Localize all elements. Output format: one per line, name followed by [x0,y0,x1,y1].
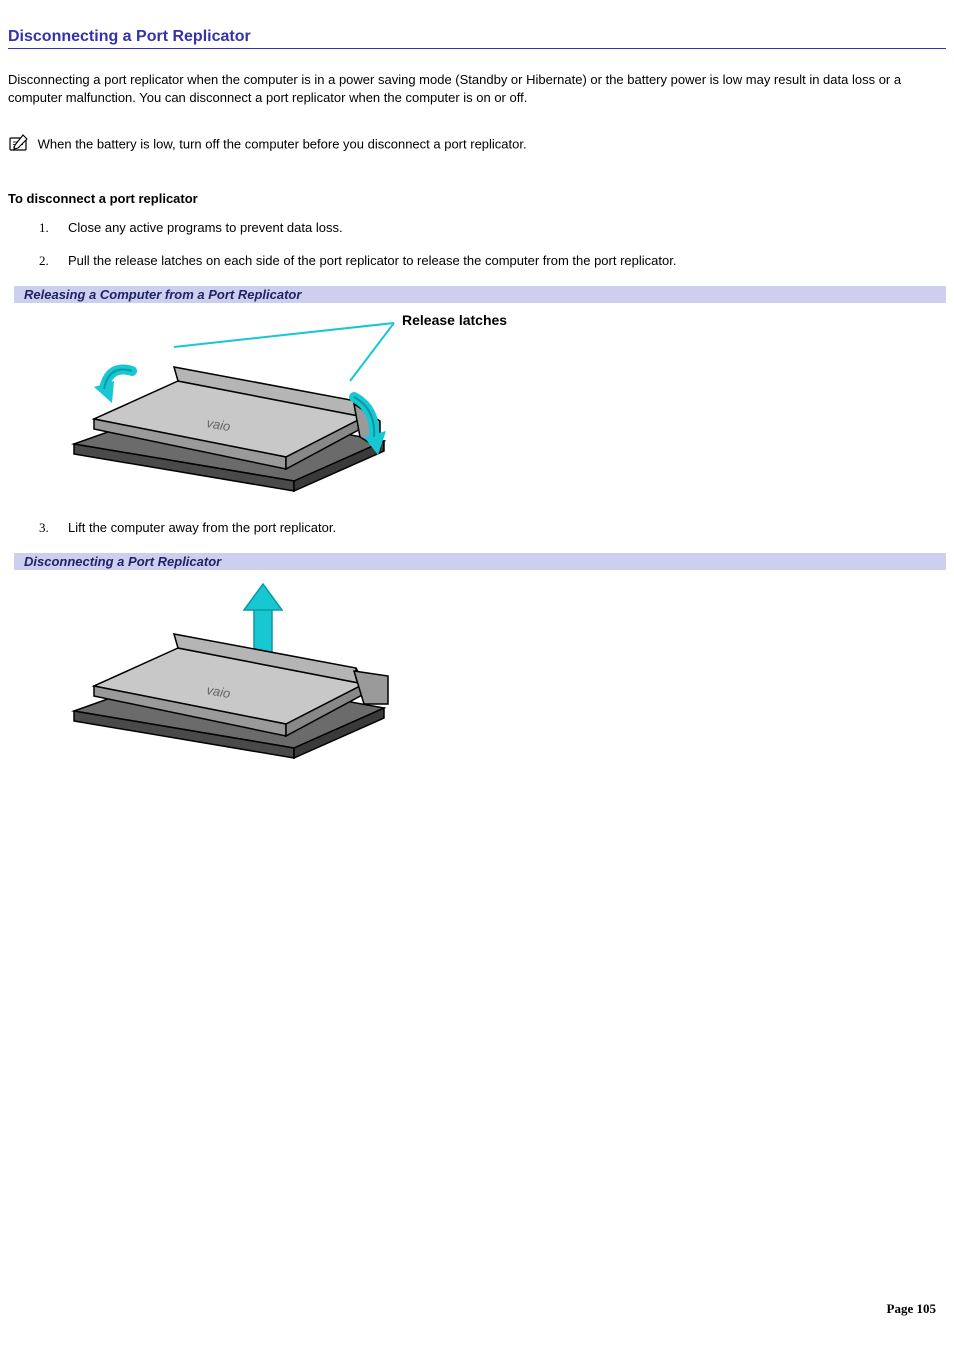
note-text: When the battery is low, turn off the co… [38,137,527,152]
note-row: When the battery is low, turn off the co… [8,134,946,157]
figure-release-latches: Release latches vaio [54,309,946,502]
page-number: Page 105 [887,1301,936,1317]
intro-paragraph: Disconnecting a port replicator when the… [8,71,946,106]
figure-disconnecting: vaio [54,576,946,769]
steps-list: Close any active programs to prevent dat… [52,220,946,268]
list-item: Pull the release latches on each side of… [52,253,946,268]
procedure-heading: To disconnect a port replicator [8,191,946,206]
figure-caption: Disconnecting a Port Replicator [14,553,946,570]
page-title: Disconnecting a Port Replicator [8,28,946,49]
figure-caption: Releasing a Computer from a Port Replica… [14,286,946,303]
pencil-note-icon [8,134,30,157]
list-item: Lift the computer away from the port rep… [52,520,946,535]
steps-list-cont: Lift the computer away from the port rep… [52,520,946,535]
list-item: Close any active programs to prevent dat… [52,220,946,235]
callout-label: Release latches [402,312,507,328]
